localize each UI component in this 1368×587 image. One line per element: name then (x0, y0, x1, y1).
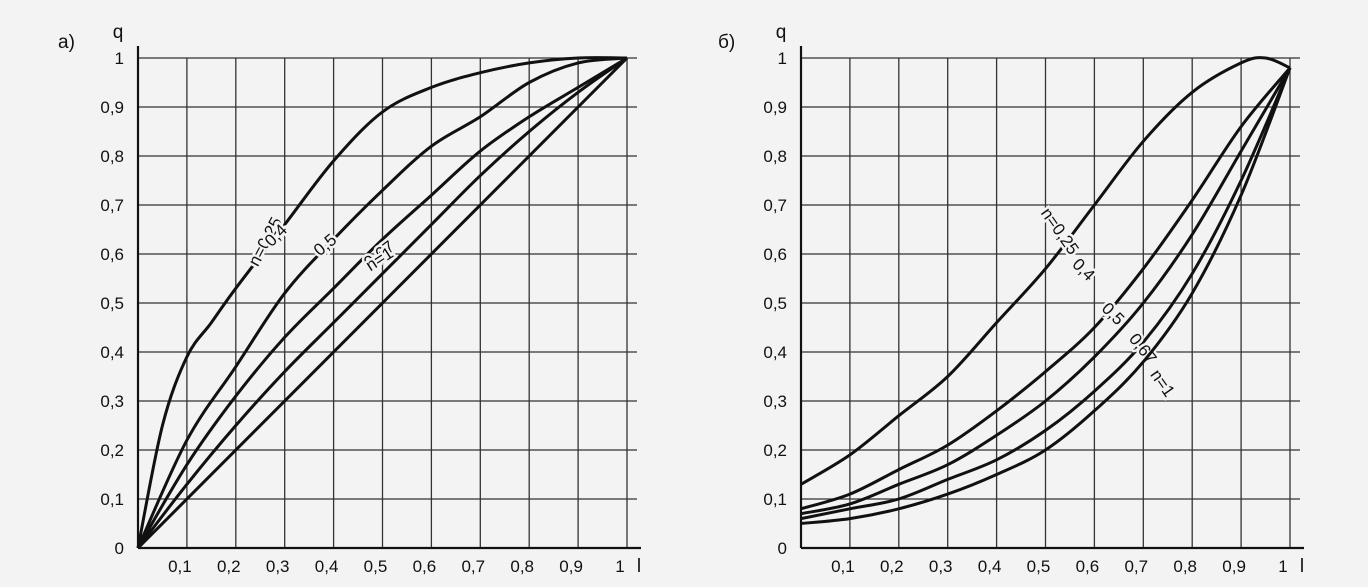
x-tick-label: 0,8 (510, 557, 534, 576)
x-tick-label: 0,2 (880, 557, 904, 576)
y-tick-label: 0,4 (100, 343, 124, 362)
y-tick-label: 0,6 (763, 245, 787, 264)
curve-series (800, 67, 1292, 521)
y-tick-label: 0,6 (100, 245, 124, 264)
x-tick-label: 1 (615, 557, 624, 576)
y-axis-label: q (776, 22, 787, 43)
x-tick-label: 0,1 (831, 557, 855, 576)
panel-label: б) (718, 32, 735, 53)
y-tick-label: 0,9 (763, 98, 787, 117)
x-tick-label: 0,5 (1027, 557, 1051, 576)
x-tick-label: 0,8 (1173, 557, 1197, 576)
curve-series (800, 66, 1292, 511)
y-tick-label: 0,5 (100, 294, 124, 313)
y-tick-label: 0,8 (763, 147, 787, 166)
x-axis-label: l (1300, 556, 1304, 577)
y-tick-label: 0,3 (763, 392, 787, 411)
x-tick-label: 0,6 (413, 557, 437, 576)
curve-series (800, 67, 1292, 516)
y-tick-label: 0,9 (100, 98, 124, 117)
y-axis-label: q (113, 22, 124, 43)
y-tick-label: 1 (115, 49, 124, 68)
y-tick-label: 0,1 (763, 490, 787, 509)
curve-series (800, 67, 1292, 525)
curve-series (136, 56, 629, 550)
x-tick-label: 0,4 (315, 557, 339, 576)
y-tick-label: 0,5 (763, 294, 787, 313)
x-tick-label: 0,1 (168, 557, 192, 576)
y-tick-label: 0,4 (763, 343, 787, 362)
x-tick-label: 1 (1278, 557, 1287, 576)
curve-series (800, 56, 1291, 486)
y-tick-label: 0 (115, 539, 124, 558)
curve-series (136, 56, 628, 549)
y-tick-label: 0,2 (100, 441, 124, 460)
x-tick-label: 0,7 (461, 557, 485, 576)
panel-label: а) (58, 32, 75, 53)
y-tick-label: 0,8 (100, 147, 124, 166)
curve-label: 0,5 (310, 230, 340, 260)
curve-label: n=1 (1146, 366, 1178, 401)
x-tick-label: 0,5 (364, 557, 388, 576)
x-tick-label: 0,7 (1124, 557, 1148, 576)
y-tick-label: 1 (778, 49, 787, 68)
x-tick-label: 0,3 (929, 557, 953, 576)
y-tick-label: 0,7 (100, 196, 124, 215)
curve-series (136, 56, 628, 549)
curve-series (136, 56, 628, 549)
y-tick-label: 0 (778, 539, 787, 558)
x-axis-label: l (637, 556, 641, 577)
x-tick-label: 0,9 (1222, 557, 1246, 576)
y-tick-label: 0,2 (763, 441, 787, 460)
x-tick-label: 0,6 (1076, 557, 1100, 576)
x-tick-label: 0,4 (978, 557, 1002, 576)
chart-b: 0,1 0,2 0,3 0,4 0,5 0,6 0,7 0,8 0,9 1 0 0,1 0,2 0,3 0,… (718, 22, 1304, 577)
x-tick-label: 0,3 (266, 557, 290, 576)
chart-a: 0,1 0,2 0,3 0,4 0,5 0,6 0,7 0,8 0,9 1 0 0,1 0,2 0,3 0,… (58, 22, 641, 577)
y-tick-label: 0,3 (100, 392, 124, 411)
curve-series (136, 56, 628, 549)
x-tick-label: 0,9 (559, 557, 583, 576)
x-tick-label: 0,2 (217, 557, 241, 576)
y-tick-label: 0,7 (763, 196, 787, 215)
y-tick-label: 0,1 (100, 490, 124, 509)
